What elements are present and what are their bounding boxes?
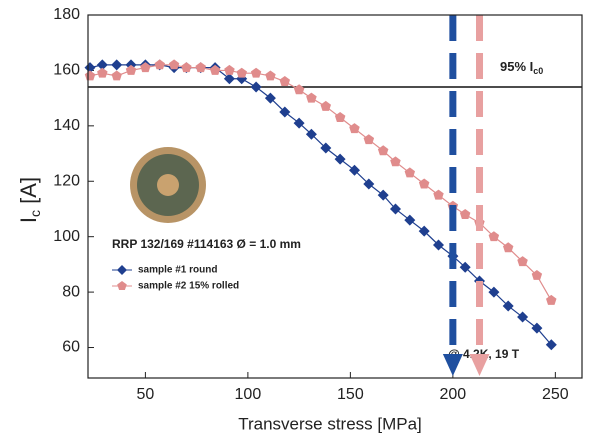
plot-frame — [87, 14, 583, 379]
data-point — [488, 231, 500, 242]
data-point — [349, 164, 360, 176]
x-tick-label: 250 — [542, 386, 569, 403]
data-point — [459, 261, 471, 273]
x-tick-label: 200 — [440, 386, 467, 403]
legend-label: sample #1 round — [138, 265, 217, 276]
legend-marker — [117, 281, 127, 290]
data-point — [111, 59, 123, 71]
y-label-main: I — [16, 217, 41, 223]
data-point — [181, 62, 192, 73]
data-point — [140, 62, 151, 73]
data-point — [320, 142, 332, 154]
data-point — [377, 189, 389, 201]
data-point — [279, 76, 290, 86]
data-point — [418, 225, 430, 237]
data-point — [390, 203, 401, 215]
x-tick-label: 150 — [337, 386, 364, 403]
data-point — [250, 81, 262, 93]
data-point — [404, 167, 415, 178]
data-point — [546, 294, 557, 305]
data-point — [279, 106, 291, 118]
threshold-text: 95% I — [500, 59, 533, 74]
data-point — [433, 189, 444, 200]
data-point — [305, 128, 317, 140]
data-point — [293, 84, 305, 95]
y-tick-label: 160 — [53, 62, 80, 79]
data-point — [250, 67, 262, 78]
data-point — [209, 64, 221, 75]
data-point — [390, 156, 401, 167]
data-point — [195, 62, 206, 73]
y-tick-label: 100 — [53, 228, 80, 245]
series-line — [89, 64, 552, 346]
data-point — [334, 112, 346, 122]
threshold-sub: c0 — [533, 66, 543, 76]
y-tick-label: 180 — [53, 6, 80, 23]
data-point — [488, 286, 500, 298]
wire-core — [157, 174, 179, 196]
data-point — [349, 123, 360, 134]
x-axis-label: Transverse stress [MPa] — [238, 414, 422, 433]
data-point — [418, 178, 430, 189]
data-point — [320, 100, 331, 111]
y-axis-label: Ic [A] — [16, 177, 43, 223]
data-point — [97, 67, 108, 78]
data-point — [433, 239, 444, 251]
legend-title: RRP 132/169 #114163 Ø = 1.0 mm — [112, 237, 301, 251]
data-point — [111, 70, 122, 81]
data-point — [545, 339, 557, 351]
data-point — [531, 270, 543, 280]
data-point — [517, 311, 529, 323]
data-point — [502, 300, 514, 312]
data-point — [96, 59, 108, 71]
y-label-sub: c — [27, 210, 43, 217]
marker-arrowhead — [442, 354, 463, 376]
data-point — [306, 92, 317, 103]
y-label-rest: [A] — [16, 177, 41, 210]
data-point — [334, 153, 346, 165]
marker-arrowhead — [469, 354, 490, 376]
x-tick-label: 50 — [136, 386, 154, 403]
legend-label: sample #2 15% rolled — [138, 281, 239, 292]
data-point — [531, 322, 543, 334]
series-line — [89, 64, 552, 301]
data-point — [363, 134, 375, 145]
data-point — [125, 64, 137, 75]
data-point — [264, 92, 276, 104]
data-point — [459, 209, 471, 219]
data-point — [168, 59, 180, 70]
y-tick-label: 120 — [53, 172, 80, 189]
data-point — [224, 64, 235, 75]
data-point — [293, 117, 305, 129]
data-point — [154, 59, 165, 70]
data-point — [84, 62, 96, 74]
y-tick-label: 140 — [53, 117, 80, 134]
data-point — [236, 67, 247, 78]
y-tick-label: 60 — [62, 339, 80, 356]
data-point — [223, 73, 235, 85]
data-point — [84, 70, 96, 81]
wire-image — [130, 147, 206, 223]
data-point — [517, 256, 528, 267]
data-point — [377, 145, 389, 156]
data-point — [363, 178, 375, 190]
legend-marker — [117, 265, 127, 275]
y-tick-label: 80 — [62, 283, 80, 300]
threshold-label: 95% Ic0 — [500, 59, 543, 76]
data-point — [265, 70, 276, 81]
x-tick-label: 100 — [235, 386, 262, 403]
data-point — [503, 242, 514, 253]
data-point — [404, 214, 416, 226]
